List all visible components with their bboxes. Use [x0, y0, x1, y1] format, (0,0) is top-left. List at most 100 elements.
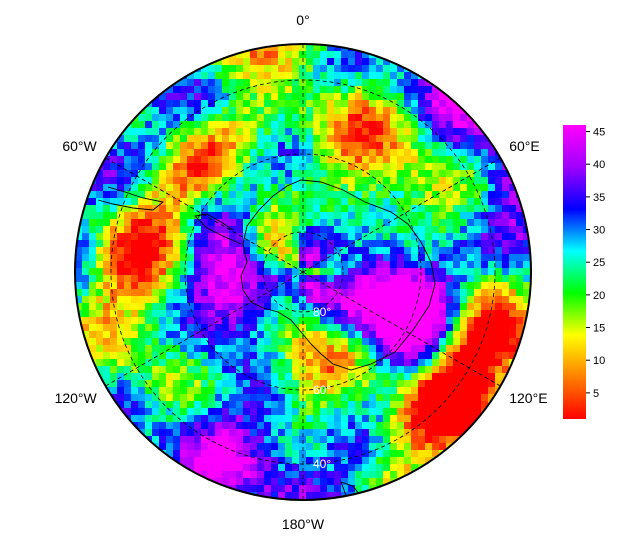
heatmap-cell	[313, 303, 321, 311]
heatmap-cell	[369, 65, 377, 73]
heatmap-cell	[341, 275, 349, 283]
heatmap-cell	[306, 212, 314, 220]
heatmap-cell	[432, 254, 440, 262]
heatmap-cell	[320, 296, 328, 304]
heatmap-cell	[222, 177, 230, 185]
heatmap-cell	[250, 296, 258, 304]
heatmap-cell	[355, 429, 363, 437]
heatmap-cell	[474, 205, 482, 213]
heatmap-cell	[397, 114, 405, 122]
heatmap-cell	[117, 205, 125, 213]
heatmap-cell	[474, 387, 482, 395]
heatmap-cell	[474, 240, 482, 248]
heatmap-cell	[418, 254, 426, 262]
heatmap-cell	[334, 415, 342, 423]
heatmap-cell	[446, 387, 454, 395]
heatmap-cell	[334, 163, 342, 171]
heatmap-cell	[180, 184, 188, 192]
heatmap-cell	[383, 198, 391, 206]
heatmap-cell	[278, 170, 286, 178]
heatmap-cell	[495, 289, 503, 297]
heatmap-cell	[236, 184, 244, 192]
heatmap-cell	[152, 275, 160, 283]
heatmap-cell	[187, 289, 195, 297]
heatmap-cell	[341, 240, 349, 248]
heatmap-cell	[89, 268, 97, 276]
heatmap-cell	[369, 86, 377, 94]
heatmap-cell	[187, 373, 195, 381]
heatmap-cell	[292, 359, 300, 367]
heatmap-cell	[208, 247, 216, 255]
heatmap-cell	[278, 401, 286, 409]
heatmap-cell	[131, 254, 139, 262]
heatmap-cell	[306, 198, 314, 206]
heatmap-cell	[201, 317, 209, 325]
heatmap-cell	[173, 275, 181, 283]
heatmap-cell	[152, 324, 160, 332]
heatmap-cell	[180, 338, 188, 346]
heatmap-cell	[131, 156, 139, 164]
heatmap-cell	[432, 100, 440, 108]
heatmap-cell	[460, 254, 468, 262]
heatmap-cell	[236, 191, 244, 199]
heatmap-cell	[271, 44, 279, 52]
heatmap-cell	[110, 345, 118, 353]
heatmap-cell	[292, 114, 300, 122]
heatmap-cell	[89, 254, 97, 262]
heatmap-cell	[320, 233, 328, 241]
heatmap-cell	[418, 114, 426, 122]
heatmap-cell	[334, 310, 342, 318]
heatmap-cell	[180, 212, 188, 220]
heatmap-cell	[376, 254, 384, 262]
heatmap-cell	[180, 310, 188, 318]
heatmap-cell	[313, 345, 321, 353]
heatmap-cell	[159, 443, 167, 451]
heatmap-cell	[222, 93, 230, 101]
heatmap-cell	[439, 128, 447, 136]
heatmap-cell	[208, 184, 216, 192]
heatmap-cell	[208, 205, 216, 213]
heatmap-cell	[285, 380, 293, 388]
heatmap-cell	[194, 415, 202, 423]
heatmap-cell	[208, 310, 216, 318]
heatmap-cell	[355, 65, 363, 73]
heatmap-cell	[523, 247, 531, 255]
heatmap-cell	[446, 282, 454, 290]
heatmap-cell	[390, 303, 398, 311]
heatmap-cell	[229, 107, 237, 115]
heatmap-cell	[376, 205, 384, 213]
heatmap-cell	[341, 247, 349, 255]
heatmap-cell	[194, 79, 202, 87]
heatmap-cell	[124, 247, 132, 255]
heatmap-cell	[348, 100, 356, 108]
heatmap-cell	[194, 282, 202, 290]
heatmap-cell	[432, 156, 440, 164]
heatmap-cell	[215, 457, 223, 465]
heatmap-cell	[271, 219, 279, 227]
heatmap-cell	[474, 254, 482, 262]
heatmap-cell	[299, 303, 307, 311]
heatmap-cell	[425, 226, 433, 234]
heatmap-cell	[152, 170, 160, 178]
heatmap-cell	[285, 65, 293, 73]
heatmap-cell	[320, 359, 328, 367]
heatmap-cell	[271, 387, 279, 395]
heatmap-cell	[145, 373, 153, 381]
heatmap-cell	[257, 72, 265, 80]
heatmap-cell	[313, 429, 321, 437]
heatmap-cell	[390, 429, 398, 437]
heatmap-cell	[257, 338, 265, 346]
heatmap-cell	[173, 464, 181, 472]
heatmap-cell	[523, 338, 531, 346]
heatmap-cell	[299, 415, 307, 423]
heatmap-cell	[313, 408, 321, 416]
heatmap-cell	[131, 324, 139, 332]
heatmap-cell	[166, 303, 174, 311]
heatmap-cell	[278, 65, 286, 73]
heatmap-cell	[467, 191, 475, 199]
heatmap-cell	[159, 233, 167, 241]
heatmap-cell	[215, 422, 223, 430]
heatmap-cell	[334, 156, 342, 164]
heatmap-cell	[264, 128, 272, 136]
heatmap-cell	[285, 86, 293, 94]
